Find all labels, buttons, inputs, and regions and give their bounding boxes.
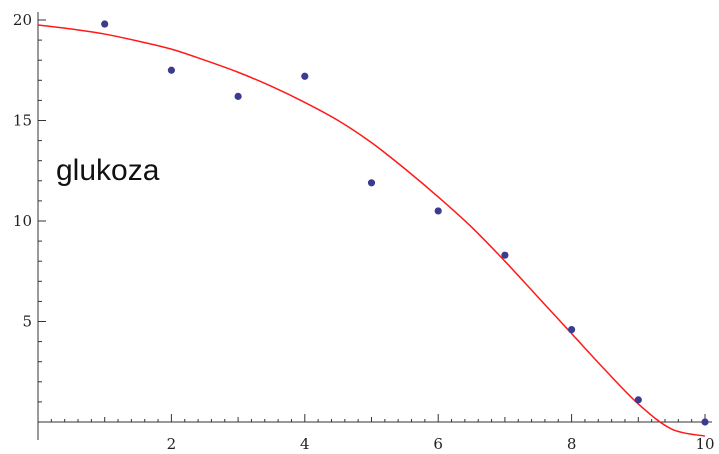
data-point [434, 207, 442, 215]
data-point [367, 179, 376, 187]
data-point [167, 66, 175, 74]
x-tick-label: 6 [433, 435, 443, 453]
y-tick-label: 5 [22, 313, 32, 331]
chart-annotation: glukoza [56, 154, 160, 187]
y-tick-label: 15 [13, 112, 32, 130]
x-tick-label: 8 [567, 435, 577, 453]
y-tick-label: 10 [13, 212, 32, 230]
data-point [101, 20, 109, 28]
x-tick-label: 4 [300, 435, 310, 453]
data-points [101, 20, 709, 426]
fit-curve-line [37, 24, 706, 437]
data-point [234, 92, 242, 100]
data-point [501, 251, 509, 259]
axes [37, 12, 712, 440]
data-point [568, 325, 576, 334]
data-point [634, 396, 642, 404]
data-point [701, 418, 709, 426]
y-tick-label: 20 [13, 11, 32, 29]
data-point [301, 72, 309, 80]
x-tick-label: 2 [167, 435, 177, 453]
ticks: 2 4 6 8 10 5 10 15 20 [13, 11, 715, 453]
x-tick-label: 10 [695, 435, 714, 453]
